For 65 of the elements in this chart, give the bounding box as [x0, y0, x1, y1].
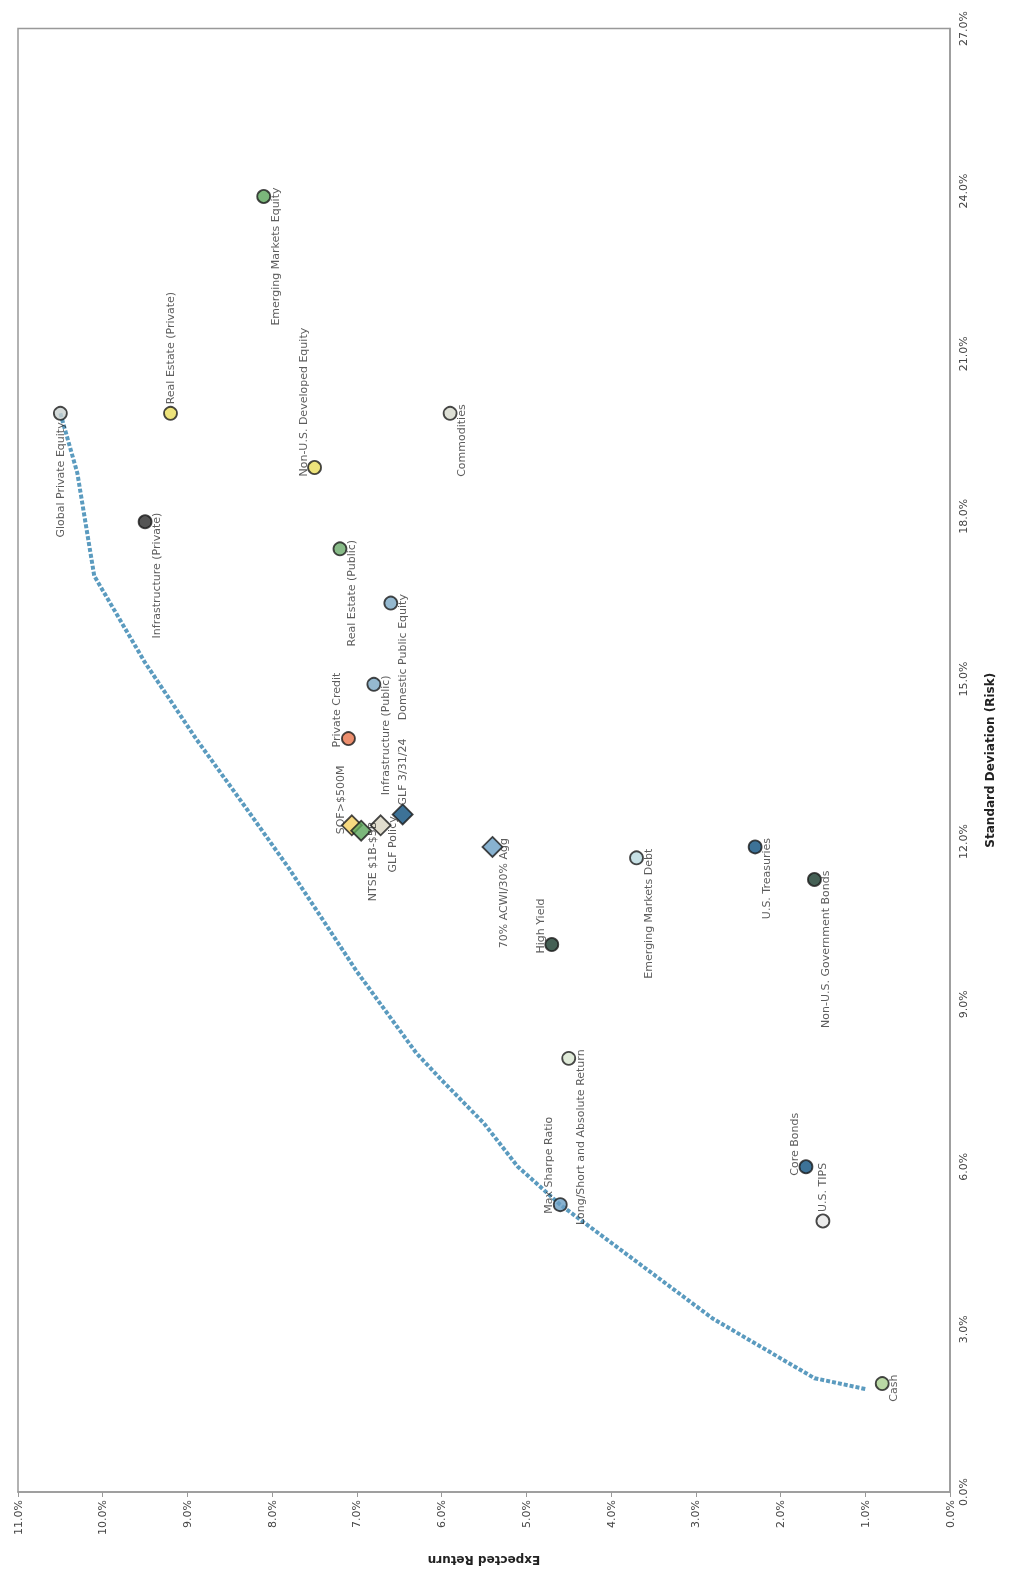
- y-tick-label: 27.0%: [957, 11, 970, 46]
- point: [561, 1050, 577, 1066]
- point: [442, 405, 458, 421]
- point: [341, 731, 356, 746]
- x-tick-label: 10.0%: [96, 1500, 110, 1535]
- text: Non-U.S. Government Bonds: [819, 870, 833, 1028]
- text: NTSE $1B-$5B: [366, 821, 380, 902]
- x-tick-label: 2.0%: [774, 1500, 788, 1528]
- text: Real Estate (Private): [163, 291, 177, 405]
- text: 70% ACWI/30% Agg: [497, 837, 511, 949]
- text: Global Private Equity: [54, 421, 68, 538]
- point: [815, 1213, 831, 1229]
- y-tick-label: 18.0%: [957, 498, 970, 534]
- x-tick-label: 3.0%: [689, 1500, 703, 1528]
- x-tick-label: 6.0%: [435, 1500, 449, 1528]
- text: Infrastructure (Private): [150, 512, 164, 639]
- text: Domestic Public Equity: [395, 593, 409, 721]
- point: [332, 541, 348, 557]
- text: SOF>$500M: [333, 765, 347, 835]
- x-tick-label: 7.0%: [350, 1500, 364, 1528]
- point: [747, 839, 763, 855]
- y-tick-label: 12.0%: [957, 824, 970, 860]
- point: [163, 405, 178, 421]
- text: Cash: [887, 1374, 901, 1402]
- text: GLF Policy: [385, 815, 399, 873]
- point: [629, 850, 644, 866]
- x-tick-label: 11.0%: [11, 1500, 25, 1535]
- x-tick-label: 1.0%: [858, 1500, 872, 1528]
- x-axis-title: Expected Return: [427, 1553, 541, 1567]
- text: Core Bonds: [787, 1112, 801, 1176]
- text: U.S. Treasuries: [760, 837, 774, 920]
- text: High Yield: [533, 898, 547, 954]
- text: Long/Short and Absolute Return: [573, 1049, 587, 1225]
- x-tick-label: 4.0%: [604, 1500, 618, 1528]
- y-tick-label: 24.0%: [957, 173, 970, 209]
- text: Emerging Markets Equity: [268, 187, 282, 326]
- point: [552, 1197, 568, 1213]
- x-tick-label: 9.0%: [180, 1500, 194, 1528]
- point: [807, 872, 822, 887]
- text: Infrastructure (Public): [378, 675, 392, 796]
- y-tick-label: 9.0%: [957, 990, 970, 1019]
- point: [256, 189, 272, 204]
- text: Real Estate (Public): [344, 539, 358, 647]
- point: [874, 1376, 890, 1391]
- text: Private Credit: [330, 671, 344, 748]
- point: [307, 460, 322, 475]
- text: Commodities: [455, 404, 469, 477]
- y-tick-label: 0.0%: [957, 1478, 970, 1506]
- text: Non-U.S. Developed Equity: [296, 327, 310, 477]
- text: GLF 3/31/24: [395, 738, 409, 806]
- x-tick-label: 5.0%: [519, 1500, 533, 1528]
- point: [366, 676, 382, 692]
- y-tick-label: 6.0%: [957, 1152, 970, 1181]
- y-tick-label: 21.0%: [957, 336, 970, 372]
- x-tick-label: 8.0%: [265, 1500, 279, 1528]
- y-axis-title: Standard Deviation (Risk): [983, 672, 997, 848]
- text: Max Sharpe Ratio: [542, 1116, 556, 1214]
- point: [52, 405, 68, 421]
- point: [137, 514, 153, 530]
- y-tick-label: 3.0%: [957, 1315, 970, 1344]
- text: Emerging Markets Debt: [641, 848, 655, 979]
- point: [383, 595, 399, 611]
- y-tick-label: 15.0%: [957, 661, 970, 697]
- text: U.S. TIPS: [815, 1162, 829, 1212]
- point: [798, 1159, 814, 1175]
